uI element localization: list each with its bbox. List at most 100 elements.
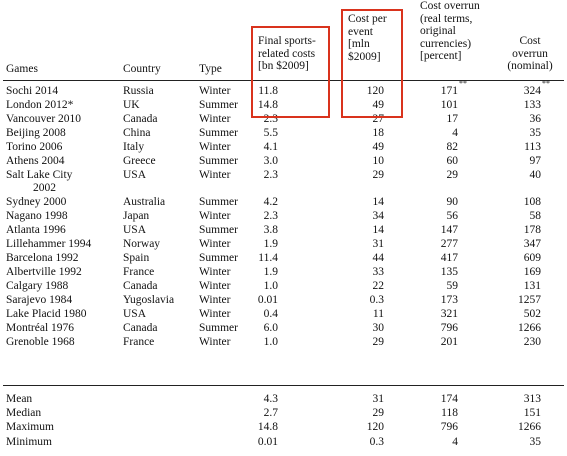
cell-overrun-real: 82 bbox=[446, 141, 459, 153]
cell-overrun-real: 90 bbox=[446, 196, 459, 208]
cell-overrun-nominal: 1257 bbox=[518, 294, 541, 306]
cell-overrun-real: 201 bbox=[440, 336, 458, 348]
cell-country: Canada bbox=[123, 113, 158, 125]
cell-final-costs: 1.9 bbox=[263, 238, 278, 250]
header-cost-per-event-line: Cost per bbox=[348, 13, 387, 25]
table-row: Montréal 1976 Canada Summer 6.0 30 796 1266 bbox=[0, 322, 567, 335]
table-row-continuation: 2002 bbox=[0, 182, 567, 195]
cell-game: Nagano 1998 bbox=[6, 210, 68, 222]
cell-cost-per-event: 44 bbox=[372, 252, 385, 264]
cell-type: Winter bbox=[199, 238, 231, 250]
cell-overrun-nominal: 58 bbox=[529, 210, 542, 222]
header-overrun-real-line: currencies) bbox=[420, 37, 472, 50]
cell-overrun-real: 59 bbox=[446, 280, 459, 292]
cell-cost-per-event: 29 bbox=[372, 336, 385, 348]
table-row: Nagano 1998 Japan Winter 2.3 34 56 58 bbox=[0, 210, 567, 223]
cell-final-costs: 14.8 bbox=[257, 98, 278, 111]
table-row: Sydney 2000 Australia Summer 4.2 14 90 108 bbox=[0, 196, 567, 209]
cell-game: Calgary 1988 bbox=[6, 280, 69, 292]
cell-cost-per-event: 14 bbox=[372, 196, 385, 208]
summary-cost-per-event: 29 bbox=[372, 407, 385, 419]
cell-game: Grenoble 1968 bbox=[6, 336, 75, 348]
summary-cost-per-event: 120 bbox=[366, 421, 384, 433]
cell-game: Beijing 2008 bbox=[6, 127, 66, 139]
summary-rule bbox=[3, 385, 564, 386]
header-country: Country bbox=[123, 63, 161, 75]
cell-final-costs: 4.2 bbox=[263, 196, 278, 208]
header-final-costs-line: Final sports- bbox=[258, 35, 316, 47]
table-row: Athens 2004 Greece Summer 3.0 10 60 97 bbox=[0, 155, 567, 168]
cell-country: Australia bbox=[123, 196, 166, 208]
summary-cost-per-event: 31 bbox=[372, 393, 385, 405]
cell-final-costs: 2.3 bbox=[263, 210, 278, 222]
cell-country: Canada bbox=[123, 280, 158, 292]
cell-overrun-real: 173 bbox=[440, 294, 458, 306]
header-final-costs-line: [bn $2009] bbox=[258, 60, 309, 73]
summary-overrun-nominal: 1266 bbox=[518, 421, 541, 433]
cell-final-costs: 4.1 bbox=[263, 141, 278, 153]
summary-overrun-real: 174 bbox=[440, 393, 458, 405]
cell-game: Salt Lake City bbox=[6, 168, 73, 181]
cell-overrun-real: 101 bbox=[440, 98, 458, 111]
header-type: Type bbox=[199, 63, 222, 75]
cell-game: Atlanta 1996 bbox=[6, 224, 66, 236]
table-row: Albertville 1992 France Winter 1.9 33 135 169 bbox=[0, 266, 567, 279]
header-cost-per-event-line: event bbox=[348, 25, 373, 38]
header-final-costs-line: related costs bbox=[258, 47, 316, 60]
cell-cost-per-event: 33 bbox=[372, 266, 385, 278]
header-overrun-nominal-line: overrun bbox=[512, 47, 548, 60]
cell-final-costs: 0.01 bbox=[257, 294, 278, 306]
cell-overrun-nominal: 1266 bbox=[518, 322, 541, 334]
cell-overrun-nominal: 36 bbox=[529, 113, 542, 125]
table-row: Atlanta 1996 USA Summer 3.8 14 147 178 bbox=[0, 224, 567, 237]
cell-type: Winter bbox=[199, 85, 231, 97]
cell-overrun-nominal: 133 bbox=[523, 98, 541, 111]
cell-overrun-real: 29 bbox=[446, 168, 459, 181]
cell-game-line2: 2002 bbox=[33, 182, 56, 195]
cell-overrun-real: 4 bbox=[452, 127, 458, 139]
summary-overrun-real: 796 bbox=[440, 421, 458, 433]
cell-overrun-nominal: 97 bbox=[529, 155, 542, 167]
cell-final-costs: 0.4 bbox=[263, 308, 278, 320]
cell-country: Japan bbox=[123, 210, 150, 222]
cell-type: Winter bbox=[199, 336, 231, 348]
cell-overrun-nominal: 169 bbox=[523, 266, 541, 278]
cell-final-costs: 1.0 bbox=[263, 280, 278, 292]
cell-overrun-nominal: 108 bbox=[523, 196, 541, 208]
summary-overrun-nominal: 151 bbox=[523, 407, 541, 419]
cell-type: Summer bbox=[199, 127, 238, 139]
cell-game: Sochi 2014 bbox=[6, 85, 59, 97]
cell-country: USA bbox=[123, 168, 147, 181]
cell-cost-per-event: 31 bbox=[372, 238, 385, 250]
header-overrun-nominal-line: (nominal) bbox=[507, 60, 553, 73]
summary-row: Minimum 0.01 0.3 4 35 bbox=[0, 436, 567, 449]
table-row: Salt Lake City USA Winter 2.3 29 29 40 bbox=[0, 169, 567, 182]
table-row: London 2012* UK Summer 14.8 49 101 133 bbox=[0, 99, 567, 112]
cell-country: Spain bbox=[123, 252, 150, 264]
cell-country: China bbox=[123, 127, 151, 139]
cell-type: Summer bbox=[199, 98, 238, 111]
summary-row: Mean 4.3 31 174 313 bbox=[0, 393, 567, 406]
cell-overrun-real: 56 bbox=[446, 210, 459, 222]
cell-cost-per-event: 49 bbox=[372, 141, 385, 153]
table-row: Lake Placid 1980 USA Winter 0.4 11 321 502 bbox=[0, 308, 567, 321]
summary-label: Maximum bbox=[6, 421, 54, 433]
table-row: Sochi 2014 Russia Winter 11.8 120 171 324 ** ** bbox=[6, 79, 550, 98]
cell-game: Sydney 2000 bbox=[6, 196, 67, 208]
summary-overrun-real: 4 bbox=[452, 436, 458, 448]
summary-overrun-nominal: 313 bbox=[523, 393, 541, 405]
cell-country: Greece bbox=[123, 155, 156, 167]
header-overrun-real-line: original bbox=[420, 25, 456, 38]
cell-overrun-nominal: 35 bbox=[529, 127, 542, 139]
cell-overrun-nominal: 324 bbox=[523, 85, 541, 97]
table-row: Barcelona 1992 Spain Summer 11.4 44 417 609 bbox=[0, 252, 567, 265]
cell-type: Winter bbox=[199, 141, 231, 153]
cell-overrun-real: 796 bbox=[440, 322, 458, 334]
cell-final-costs: 11.8 bbox=[258, 85, 278, 97]
cell-game: Barcelona 1992 bbox=[6, 252, 79, 264]
summary-row: Maximum 14.8 120 796 1266 bbox=[0, 421, 567, 434]
cell-overrun-real: 277 bbox=[440, 238, 458, 250]
cell-final-costs: 1.9 bbox=[263, 266, 278, 278]
table-row: Lillehammer 1994 Norway Winter 1.9 31 277 347 bbox=[0, 238, 567, 251]
cell-game: Vancouver 2010 bbox=[6, 113, 82, 125]
